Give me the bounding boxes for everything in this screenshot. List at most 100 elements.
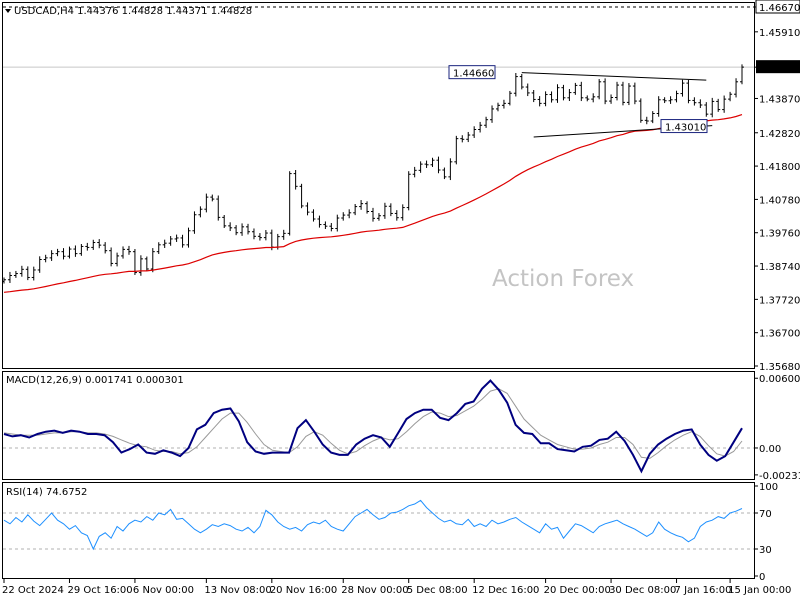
- candle: [722, 95, 727, 113]
- macd-signal-line: [3, 388, 743, 459]
- current-price-box: [756, 60, 800, 74]
- candle: [293, 170, 298, 190]
- candle: [472, 126, 477, 138]
- candle: [519, 73, 524, 90]
- candle: [436, 156, 441, 174]
- candle: [138, 255, 143, 276]
- candle: [454, 135, 459, 165]
- candle: [513, 72, 518, 97]
- candle: [484, 116, 489, 128]
- candle: [91, 239, 96, 250]
- price-tick-label: 1.38740: [759, 262, 800, 273]
- current-price-label: 1.44828: [759, 63, 800, 74]
- candle: [609, 94, 614, 104]
- candle: [79, 244, 84, 256]
- x-tick-label: 13 Nov 08:00: [204, 585, 271, 596]
- candle: [591, 93, 596, 103]
- price-tick-label: 1.37720: [759, 295, 800, 306]
- price-tick-label: 1.40780: [759, 195, 800, 206]
- candle: [2, 277, 6, 284]
- candle: [549, 91, 554, 103]
- macd-panel-frame: [2, 371, 755, 480]
- candle: [495, 102, 500, 112]
- candle: [186, 227, 191, 248]
- x-tick-label: 28 Nov 00:00: [341, 585, 408, 596]
- candle: [603, 78, 608, 105]
- candle: [501, 99, 506, 109]
- candle: [448, 158, 453, 181]
- candle: [180, 234, 185, 248]
- candle: [740, 64, 744, 85]
- candle: [382, 202, 387, 219]
- candle: [668, 96, 673, 104]
- candle: [323, 221, 328, 229]
- candle: [734, 78, 739, 98]
- candle: [150, 248, 155, 273]
- candle: [31, 266, 36, 281]
- macd-tick-label: -0.002318: [759, 471, 800, 482]
- rsi-layer: [3, 499, 743, 551]
- trendline: [521, 72, 707, 81]
- candle: [460, 135, 465, 143]
- candle: [490, 105, 495, 123]
- candle: [251, 228, 256, 240]
- candle: [573, 82, 578, 95]
- rsi-tick-label: 70: [759, 509, 772, 520]
- candle: [19, 265, 24, 277]
- rsi-tick-label: 100: [759, 482, 778, 493]
- candle: [67, 246, 72, 259]
- candle: [406, 171, 411, 211]
- candle: [644, 116, 649, 125]
- price-tick-label: 1.36700: [759, 329, 800, 340]
- candle: [710, 97, 715, 118]
- dropdown-triangle-icon: [5, 9, 11, 13]
- candle: [73, 245, 78, 257]
- x-tick-label: 15 Jan 00:00: [728, 585, 791, 596]
- candle: [329, 223, 334, 232]
- x-tick-label: 20 Nov 16:00: [270, 585, 337, 596]
- price-layer: 1.44660 1.43010: [2, 64, 744, 293]
- price-tick-label: 1.42820: [759, 129, 800, 140]
- candle: [567, 89, 572, 101]
- price-tick-label: 1.45910: [759, 28, 800, 39]
- candle: [174, 234, 179, 242]
- candle: [537, 96, 542, 107]
- candle: [240, 223, 245, 236]
- candle: [115, 252, 120, 267]
- rsi-tick-label: 0: [759, 572, 765, 583]
- candle: [7, 271, 12, 283]
- price-tick-label: 1.41800: [759, 162, 800, 173]
- price-tick-label: 1.39760: [759, 229, 800, 240]
- price-tick-label: 1.43870: [759, 94, 800, 105]
- price-tick-label: 1.35680: [759, 362, 800, 373]
- candle: [507, 90, 512, 106]
- rsi-tick-label: 30: [759, 545, 772, 556]
- x-tick-label: 12 Dec 16:00: [472, 585, 539, 596]
- candle: [704, 102, 709, 117]
- candle: [204, 193, 209, 213]
- candle: [103, 242, 108, 254]
- candle: [579, 81, 584, 102]
- candle: [61, 248, 66, 260]
- candle: [144, 256, 149, 272]
- annotation-label: 1.43010: [665, 123, 706, 134]
- candle: [49, 250, 54, 261]
- candle: [287, 171, 292, 236]
- candle: [228, 222, 233, 232]
- candle: [620, 81, 625, 106]
- price-tick-label: 1.46670: [759, 3, 800, 14]
- candle: [210, 194, 215, 202]
- macd-tick-label: 0.006007: [759, 374, 800, 385]
- candle: [478, 121, 483, 133]
- candle: [97, 239, 102, 249]
- macd-line: [3, 379, 743, 474]
- price-header: USDCAD,H4 1.44376 1.44828 1.44371 1.4482…: [5, 6, 252, 17]
- candle: [234, 225, 239, 236]
- macd-layer: [3, 379, 743, 474]
- candle: [680, 79, 685, 97]
- candle: [466, 131, 471, 143]
- candle: [311, 209, 316, 222]
- candle: [692, 97, 697, 106]
